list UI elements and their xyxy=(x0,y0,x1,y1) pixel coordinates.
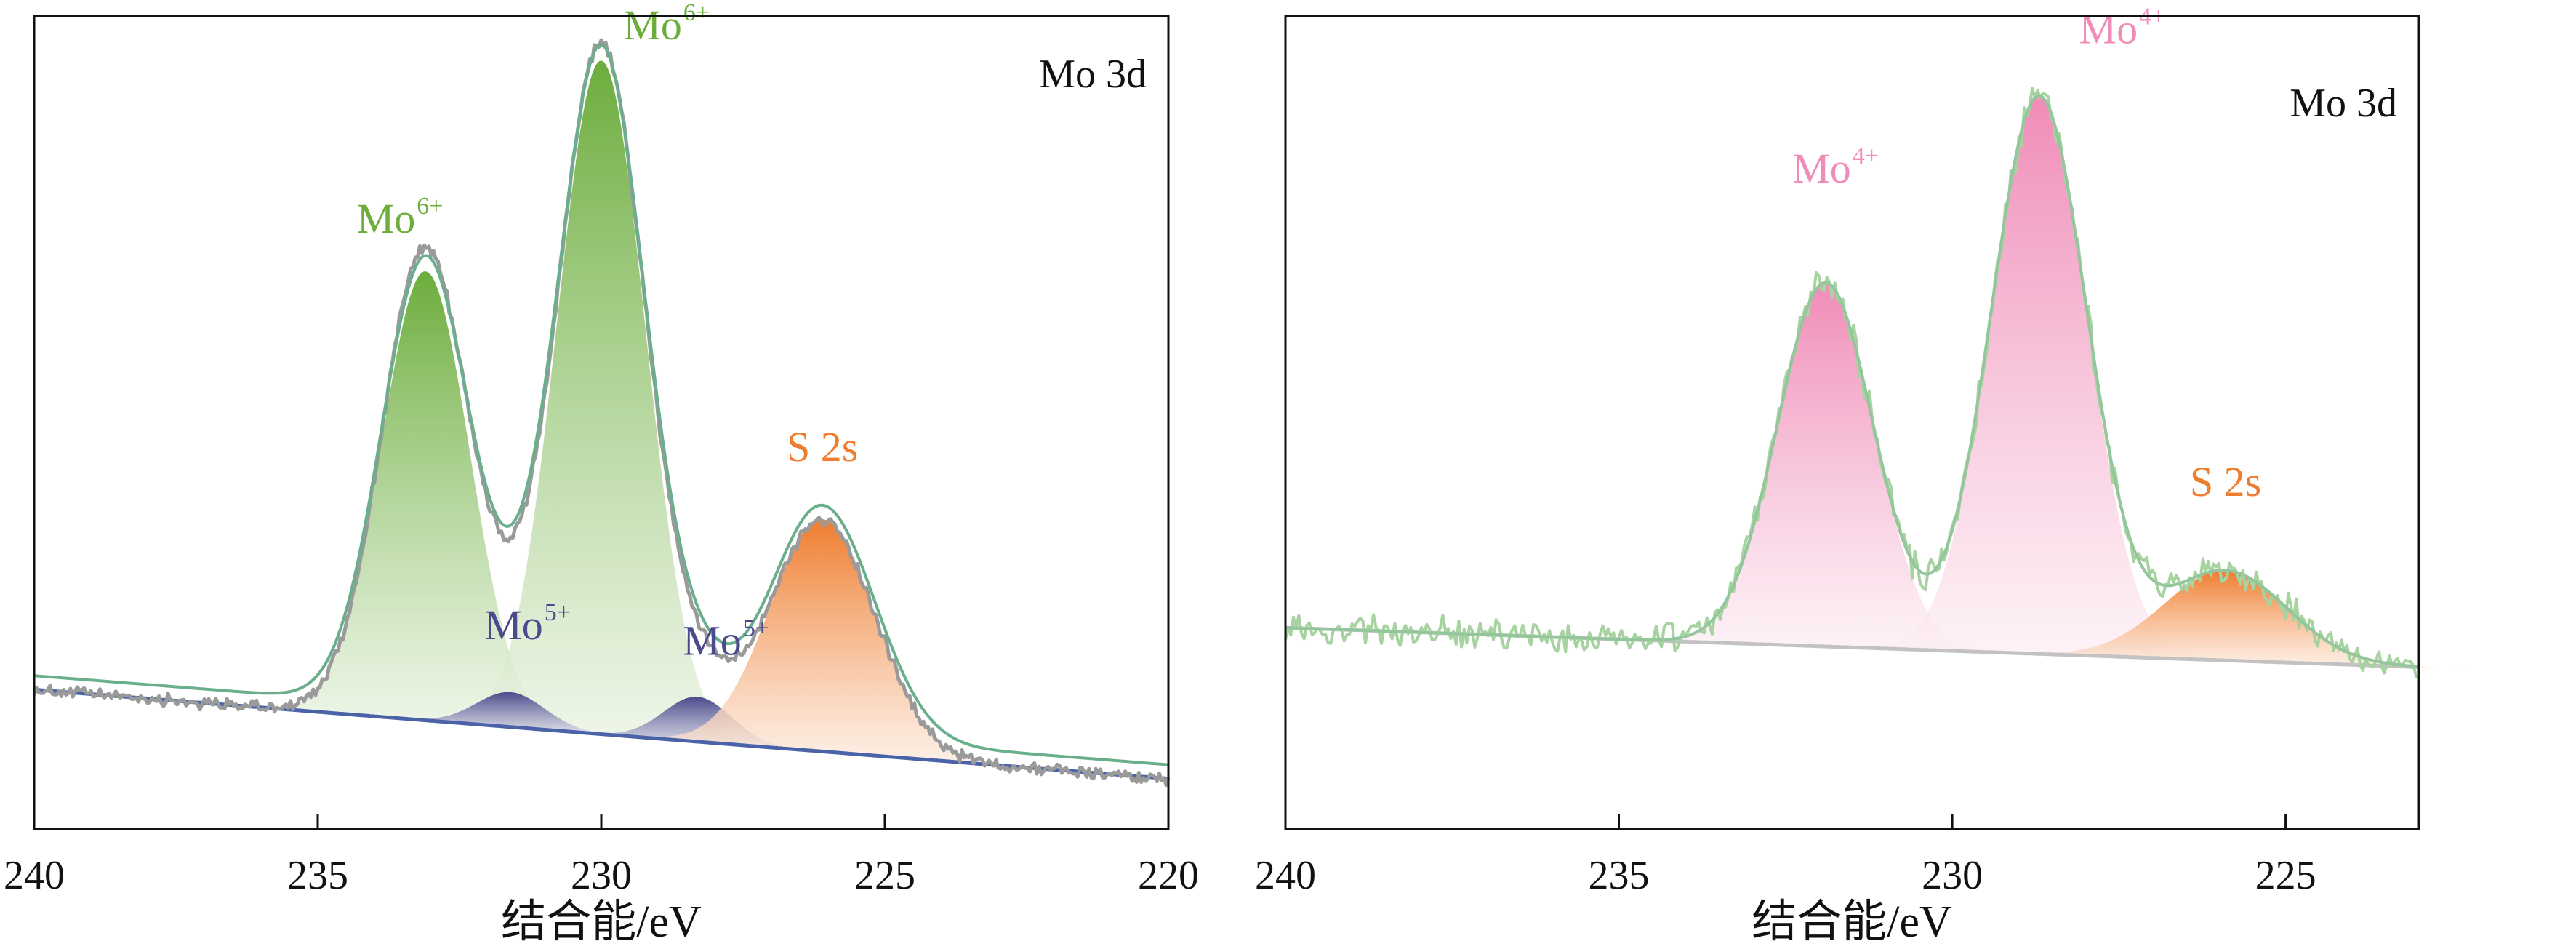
x-tick-label: 235 xyxy=(1589,853,1650,898)
peak-label-4: Mo5+ xyxy=(683,614,769,664)
peak-label-superscript: 5+ xyxy=(545,599,571,626)
left-xps-panel: Mo6+Mo6+Mo5+Mo5+S 2s 240 235 230 225 220 Mo … xyxy=(4,0,1199,947)
peak-label-superscript: 6+ xyxy=(417,193,443,220)
left-x-axis-title: 结合能/eV xyxy=(501,897,702,947)
peak-label-superscript: 5+ xyxy=(743,614,769,641)
peak-label-2: Mo6+ xyxy=(623,0,710,49)
peak-label-3: Mo5+ xyxy=(484,599,571,649)
left-x-axis-ticks: 240 235 230 225 220 xyxy=(4,814,1199,898)
right-peak-labels: Mo4+Mo4+S 2s xyxy=(1792,3,2261,505)
peak-label-superscript: 4+ xyxy=(1853,143,1879,169)
peak-label-text: Mo xyxy=(484,601,543,649)
peak-label-superscript: 6+ xyxy=(683,0,710,26)
x-tick-label: 230 xyxy=(1922,853,1983,898)
component-fill-2 xyxy=(424,60,779,748)
peak-label-2: Mo4+ xyxy=(2079,3,2166,52)
right-component-fills xyxy=(1633,96,2471,669)
peak-label-text: S 2s xyxy=(787,423,858,471)
peak-label-1: Mo6+ xyxy=(357,193,444,242)
x-tick-label: 230 xyxy=(571,853,632,898)
peak-label-text: Mo xyxy=(623,1,682,49)
peak-label-text: Mo xyxy=(1792,145,1851,192)
peak-label-text: Mo xyxy=(357,195,416,242)
peak-label-text: S 2s xyxy=(2190,458,2261,505)
x-tick-label: 240 xyxy=(1255,853,1316,898)
component-fill-3 xyxy=(374,692,647,738)
x-tick-label: 220 xyxy=(1138,853,1199,898)
right-plot-frame xyxy=(1284,15,2420,830)
component-fill-5 xyxy=(614,519,1032,768)
envelope-line xyxy=(33,43,1169,766)
peak-label-3: S 2s xyxy=(2190,458,2261,505)
peak-label-1: Mo4+ xyxy=(1792,143,1879,192)
left-panel-label: Mo 3d xyxy=(1039,52,1147,97)
component-fill-2 xyxy=(1847,96,2231,661)
peak-label-text: Mo xyxy=(683,617,742,664)
x-tick-label: 225 xyxy=(2255,853,2316,898)
peak-label-5: S 2s xyxy=(787,423,858,471)
envelope-line xyxy=(1285,94,2420,668)
component-fill-1 xyxy=(248,271,603,734)
left-curves xyxy=(32,38,1171,787)
right-panel-label: Mo 3d xyxy=(2290,81,2397,126)
right-x-axis-ticks: 240 235 230 225 xyxy=(1255,814,2316,898)
component-fill-3 xyxy=(1980,570,2471,669)
x-tick-label: 225 xyxy=(854,853,915,898)
right-curves xyxy=(1284,87,2420,678)
x-tick-label: 240 xyxy=(4,853,65,898)
right-xps-panel: Mo4+Mo4+S 2s 240 235 230 225 Mo 3d 结合能/eV xyxy=(1255,3,2471,947)
left-component-fills xyxy=(248,60,1032,768)
left-peak-labels: Mo6+Mo6+Mo5+Mo5+S 2s xyxy=(357,0,859,664)
x-tick-label: 235 xyxy=(287,853,348,898)
component-fill-1 xyxy=(1633,282,2018,654)
component-fill-4 xyxy=(561,697,834,753)
peak-label-text: Mo xyxy=(2079,5,2138,52)
raw-data-line xyxy=(32,38,1171,787)
right-x-axis-title: 结合能/eV xyxy=(1752,897,1952,947)
baseline-line xyxy=(33,687,1169,781)
